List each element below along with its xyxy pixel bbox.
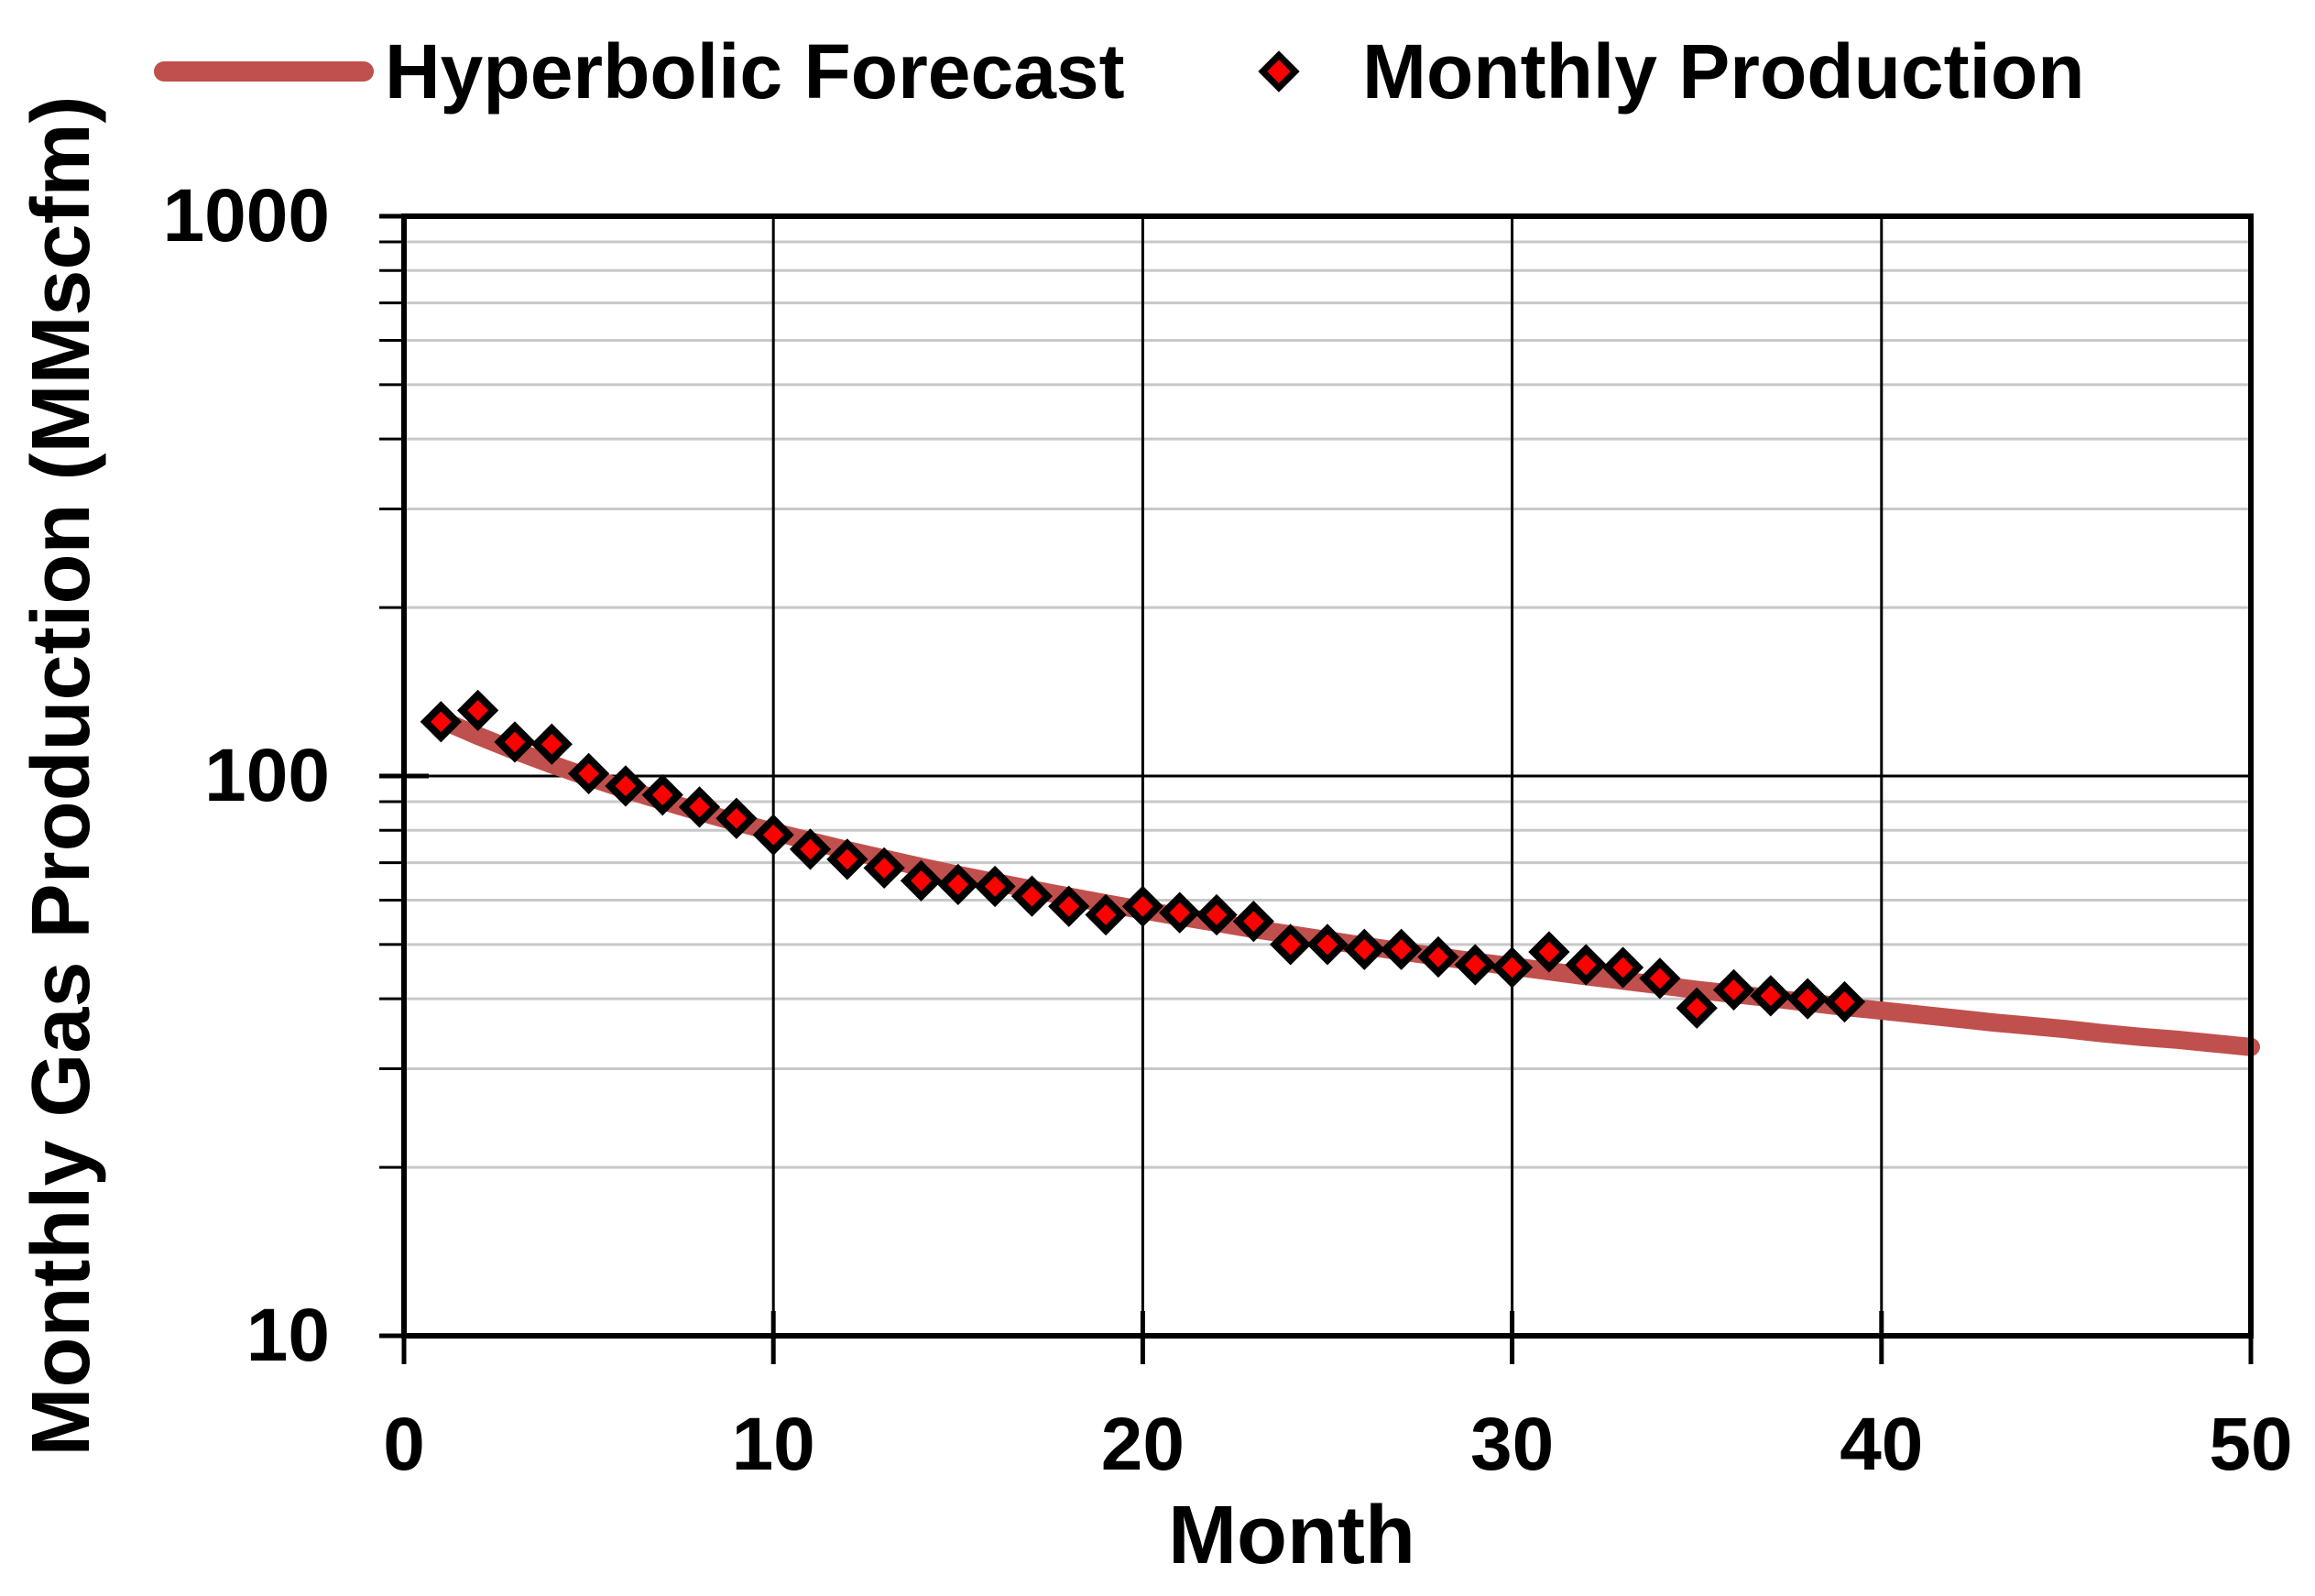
production-point bbox=[789, 828, 832, 870]
production-point bbox=[494, 721, 536, 763]
x-tick-label: 30 bbox=[1469, 1403, 1555, 1486]
y-tick-label: 10 bbox=[246, 1294, 330, 1377]
production-point bbox=[530, 723, 573, 765]
production-point bbox=[1454, 944, 1496, 986]
x-tick-label: 40 bbox=[1840, 1403, 1924, 1486]
production-point bbox=[457, 689, 499, 731]
legend-item-hyperbolic-forecast: Hyperbolic Forecast bbox=[154, 16, 1125, 126]
production-point bbox=[1750, 975, 1792, 1017]
production-point bbox=[1270, 924, 1312, 966]
production-point bbox=[605, 765, 647, 807]
legend-item-monthly-production: Monthly Production bbox=[1258, 16, 2085, 126]
x-axis-title: Month bbox=[1168, 1490, 1415, 1581]
production-point bbox=[1528, 931, 1570, 973]
production-point bbox=[752, 814, 794, 856]
production-point bbox=[678, 786, 721, 828]
y-tick-label: 100 bbox=[204, 734, 330, 817]
production-point bbox=[1601, 946, 1644, 989]
y-tick-label: 1000 bbox=[162, 174, 330, 257]
production-point bbox=[567, 752, 610, 794]
x-tick-label: 0 bbox=[383, 1403, 425, 1486]
production-point bbox=[1343, 928, 1385, 970]
production-point bbox=[863, 847, 905, 890]
production-point bbox=[1232, 901, 1274, 943]
production-point bbox=[1565, 944, 1607, 986]
legend-label-forecast: Hyperbolic Forecast bbox=[385, 28, 1125, 115]
x-tick-label: 20 bbox=[1100, 1403, 1185, 1486]
production-point bbox=[1306, 924, 1349, 966]
production-point bbox=[1639, 957, 1681, 1000]
production-point bbox=[1491, 946, 1534, 989]
production-point bbox=[900, 859, 943, 902]
production-point bbox=[1823, 980, 1866, 1023]
production-point bbox=[1159, 891, 1201, 934]
production-diamond-swatch-icon bbox=[1258, 50, 1300, 93]
production-point bbox=[420, 701, 462, 743]
production-point bbox=[1712, 968, 1755, 1011]
production-point bbox=[1676, 987, 1718, 1029]
legend-label-production: Monthly Production bbox=[1362, 28, 2085, 115]
production-point bbox=[1381, 928, 1423, 970]
production-point bbox=[715, 797, 758, 839]
production-point bbox=[1085, 893, 1127, 936]
production-point bbox=[1010, 875, 1054, 917]
x-tick-label: 50 bbox=[2209, 1403, 2293, 1486]
production-point bbox=[1048, 885, 1090, 927]
forecast-line-swatch-icon bbox=[154, 61, 374, 82]
production-point bbox=[1196, 893, 1238, 936]
production-point bbox=[1786, 978, 1829, 1020]
x-tick-label: 10 bbox=[731, 1403, 815, 1486]
production-point bbox=[937, 863, 979, 906]
production-point bbox=[641, 774, 683, 816]
production-point bbox=[1417, 935, 1459, 978]
production-point bbox=[826, 838, 868, 880]
production-point bbox=[1121, 885, 1164, 927]
production-point bbox=[974, 865, 1016, 908]
